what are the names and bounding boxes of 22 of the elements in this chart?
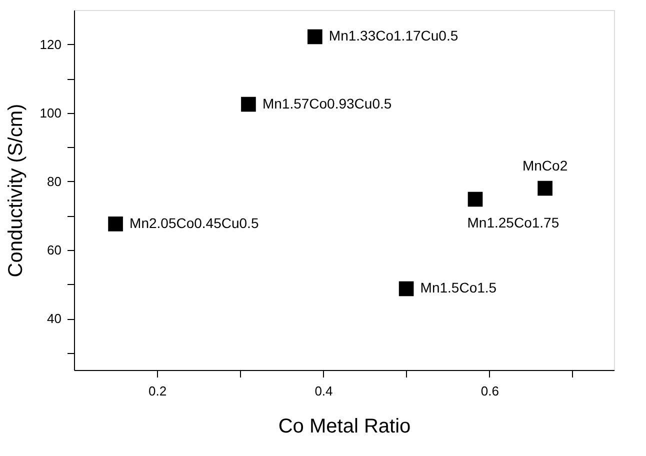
point <box>308 29 322 44</box>
annotation: Mn1.33Co1.17Cu0.5 <box>328 28 458 44</box>
annotation: MnCo2 <box>522 157 568 174</box>
annotation: Mn1.57Co0.93Cu0.5 <box>262 95 392 112</box>
y-tick-label: 100 <box>40 105 62 120</box>
annotation: Mn1.25Co1.75 <box>467 214 560 230</box>
y-tick-label: 120 <box>40 36 62 52</box>
annotation: Mn2.05Co0.45Cu0.5 <box>130 214 259 231</box>
x-tick-label: 0.4 <box>314 384 333 398</box>
x-tick-label: 0.6 <box>480 384 499 398</box>
point <box>108 216 123 232</box>
y-tick-label: 40 <box>47 311 62 326</box>
annotation: Mn1.5Co1.5 <box>420 280 497 296</box>
x-axis-title: Co Metal Ratio <box>278 416 411 438</box>
y-axis-title: Conductivity (S/cm) <box>4 104 27 278</box>
point <box>468 192 483 207</box>
y-tick-label: 60 <box>47 242 62 258</box>
x-tick-label: 0.2 <box>148 384 167 398</box>
point <box>398 281 414 296</box>
point <box>538 180 552 196</box>
y-tick-label: 80 <box>47 174 62 189</box>
point <box>241 96 256 112</box>
